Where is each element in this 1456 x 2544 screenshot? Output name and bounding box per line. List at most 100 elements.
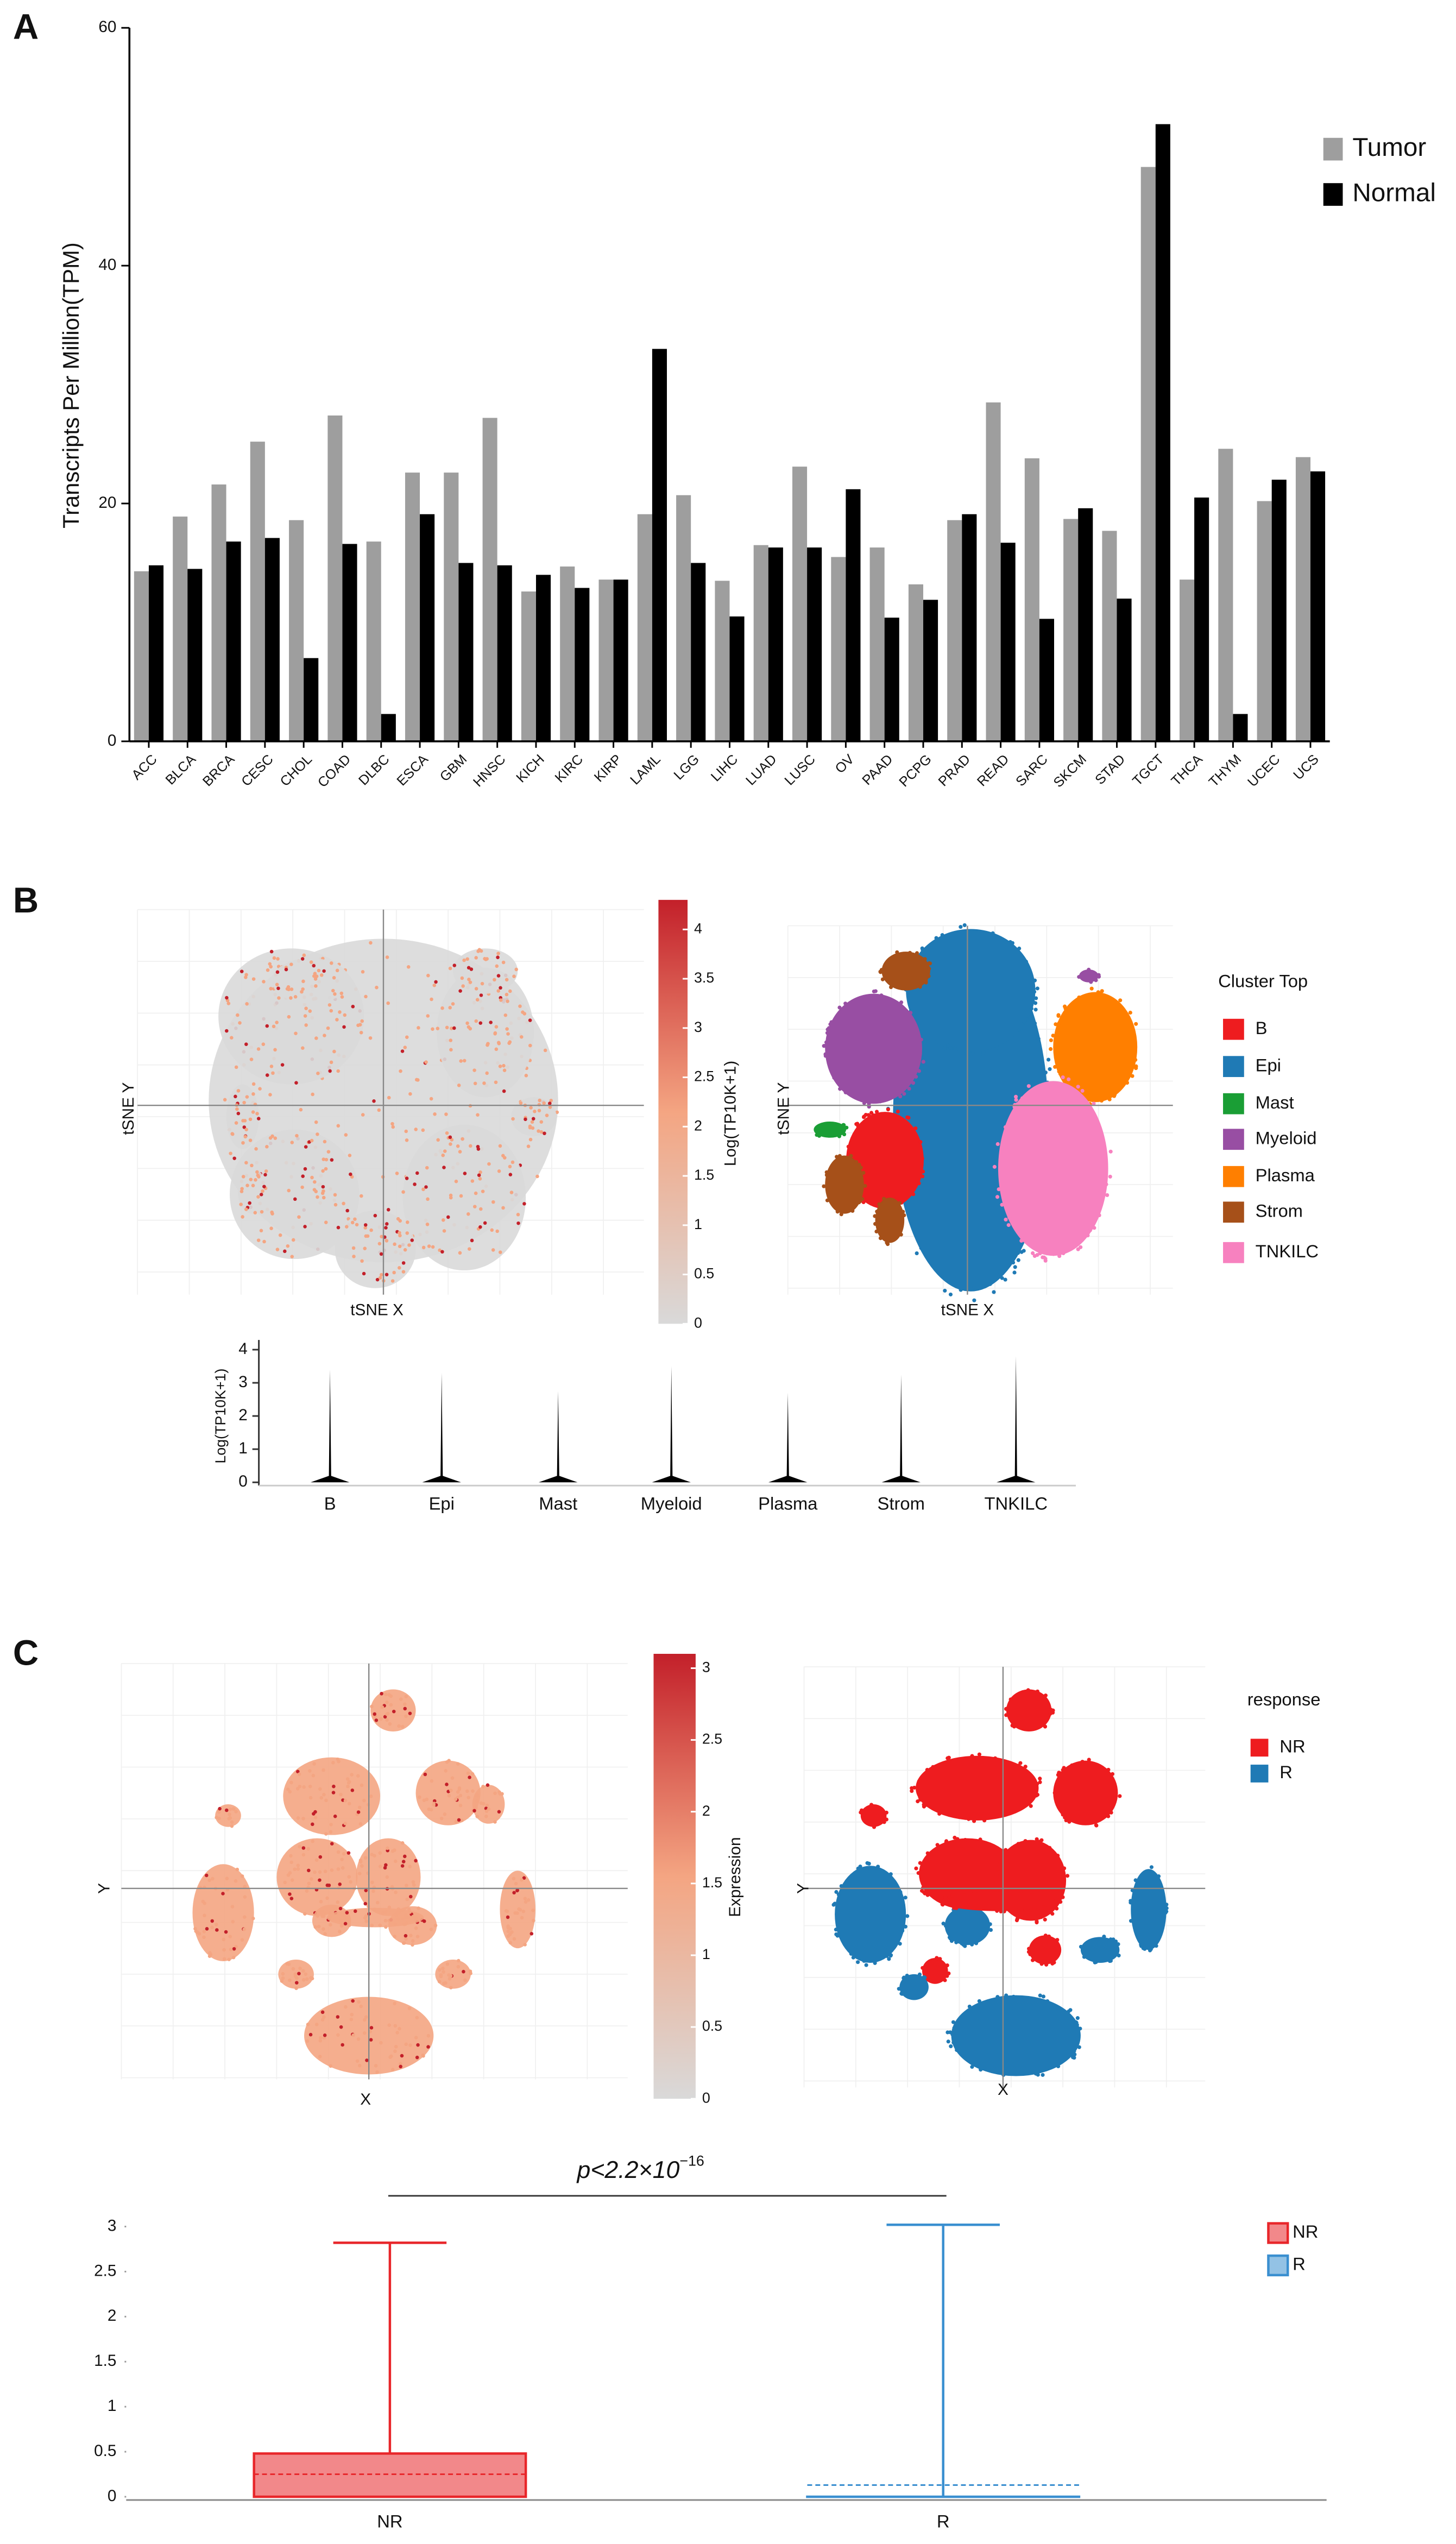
cell-point (391, 1125, 395, 1129)
violin (310, 1369, 350, 1483)
cell-point (418, 1795, 421, 1799)
y-tick-label: 0.5 (94, 2442, 116, 2460)
bar (986, 402, 1001, 741)
cell-point (1033, 2071, 1038, 2076)
cell-cloud (825, 1155, 864, 1214)
cell-point (319, 1910, 323, 1915)
cell-point (1049, 1038, 1053, 1042)
cell-point (268, 962, 272, 966)
legend-label: Normal (1352, 179, 1436, 207)
cell-point (369, 1794, 373, 1798)
cell-point (1062, 1866, 1067, 1871)
cell-point (451, 1002, 455, 1006)
cell-point (296, 1816, 300, 1820)
cell-point (310, 1877, 313, 1881)
legend-swatch (1223, 1056, 1244, 1078)
cell-point (531, 1918, 535, 1923)
colorbar-tick-label: 0.5 (702, 2018, 722, 2034)
cell-point (346, 1784, 350, 1789)
cell-point (399, 1069, 402, 1073)
cell-point (921, 1169, 925, 1174)
cell-point (384, 1863, 388, 1867)
cell-point (356, 1774, 360, 1778)
cell-point (1073, 2052, 1077, 2057)
cell-point (998, 1271, 1003, 1275)
cell-point (242, 1125, 247, 1129)
x-tick-label: Epi (429, 1494, 455, 1514)
cell-point (885, 1954, 889, 1958)
cell-point (502, 1063, 506, 1068)
cell-point (1092, 1226, 1096, 1230)
cell-point (396, 1917, 400, 1921)
cell-point (383, 1919, 388, 1923)
cell-point (926, 1892, 931, 1896)
cell-point (262, 1185, 266, 1189)
cell-point (302, 1785, 306, 1789)
cell-point (447, 1793, 451, 1798)
cell-point (324, 1832, 328, 1836)
cell-point (873, 1221, 878, 1226)
cell-point (328, 1915, 332, 1919)
cell-point (318, 2055, 322, 2058)
cell-point (343, 1821, 347, 1825)
cell-point (516, 1221, 520, 1225)
cell-point (445, 1962, 450, 1966)
cell-point (1134, 1022, 1138, 1026)
cell-point (346, 1781, 351, 1785)
cell-point (378, 1865, 382, 1868)
cell-point (1106, 1814, 1111, 1818)
cell-point (501, 960, 506, 965)
cell-point (395, 1172, 399, 1175)
cell-point (265, 1073, 269, 1077)
bar (598, 580, 614, 741)
cell-point (459, 1818, 464, 1823)
cell-point (1076, 1085, 1080, 1089)
x-tick-label: LUSC (781, 752, 818, 789)
cell-point (441, 1218, 445, 1222)
cell-point (321, 1185, 325, 1189)
cell-point (535, 1174, 539, 1179)
cell-point (305, 1977, 309, 1981)
x-tick-label: TNKILC (985, 1494, 1048, 1514)
cell-point (472, 1068, 476, 1072)
cell-point (498, 1144, 502, 1148)
cell-point (388, 1722, 392, 1726)
cell-point (414, 2036, 418, 2039)
cell-point (1041, 1905, 1046, 1910)
bar (405, 473, 420, 741)
x-tick-label: BLCA (163, 752, 199, 788)
cell-point (217, 1810, 221, 1814)
cell-point (322, 1157, 326, 1161)
y-tick-label: 0 (108, 2487, 117, 2505)
cell-point (1031, 1251, 1035, 1255)
cell-point (230, 1820, 234, 1824)
cell-point (1030, 1958, 1035, 1962)
cell-point (359, 1030, 363, 1035)
cell-point (1007, 1215, 1012, 1220)
cell-point (514, 1881, 518, 1886)
cell-point (1048, 1711, 1052, 1716)
cell-point (1022, 1019, 1026, 1024)
cell-point (405, 1884, 408, 1887)
cell-point (988, 1282, 992, 1286)
cell-point (842, 1123, 846, 1128)
cell-point (479, 993, 483, 997)
cell-point (294, 1031, 298, 1036)
y-axis-label: tSNE Y (775, 1082, 793, 1135)
cell-point (368, 1036, 373, 1040)
cell-point (325, 1883, 330, 1887)
cell-point (399, 1697, 403, 1701)
cell-point (286, 1787, 290, 1791)
cell-point (505, 1027, 509, 1031)
cell-point (426, 1197, 430, 1201)
cell-point (207, 1954, 212, 1958)
cell-point (479, 1801, 483, 1805)
legend-swatch (1323, 137, 1343, 161)
cell-point (512, 1891, 516, 1895)
cell-point (1043, 1917, 1047, 1922)
cell-point (919, 1246, 923, 1250)
cell-point (555, 1110, 559, 1114)
cell-point (920, 1156, 924, 1161)
bar (575, 588, 590, 741)
